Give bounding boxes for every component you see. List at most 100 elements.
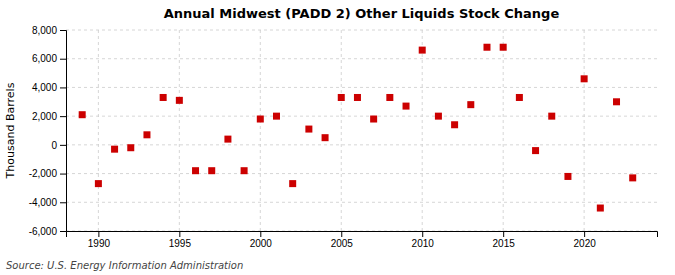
chart-container: 1990 1995 2000 2005 2010 2015 2020 -6,000 -4,000… (0, 0, 675, 275)
grid-line-x (422, 30, 423, 231)
tick-mark (60, 145, 66, 146)
y-axis: -6,000 -4,000 -2,000 0 2,000 4,000 6,000 8,000 (29, 25, 67, 237)
point (111, 146, 118, 153)
point (597, 205, 604, 212)
point (224, 136, 231, 143)
plot-area: 1990 1995 2000 2005 2010 2015 2020 -6,000 -4,000… (29, 25, 658, 249)
point (257, 116, 264, 123)
point (79, 111, 86, 118)
grid-line-x (503, 30, 504, 231)
grid-line-y (66, 87, 657, 88)
point (370, 116, 377, 123)
tick-label: 2005 (331, 238, 354, 249)
tick-mark (60, 231, 66, 232)
tick-mark (60, 116, 66, 117)
tick-label: 4,000 (32, 82, 57, 93)
points (79, 44, 637, 212)
point (581, 75, 588, 82)
grid-line-x (260, 30, 261, 231)
point (564, 173, 571, 180)
tick-label: 2,000 (32, 111, 57, 122)
point (548, 113, 555, 120)
point (467, 101, 474, 108)
tick-label: 6,000 (32, 53, 57, 64)
tick-mark (98, 231, 99, 237)
tick-mark (60, 59, 66, 60)
point (95, 180, 102, 187)
tick-mark (503, 231, 504, 237)
tick: 2,000 (32, 111, 66, 122)
grid-line-y (66, 202, 657, 203)
tick-mark (584, 231, 585, 237)
point (176, 97, 183, 104)
grid-line-y (66, 58, 657, 59)
tick-mark (341, 231, 342, 237)
point (386, 94, 393, 101)
point (143, 131, 150, 138)
point (241, 167, 248, 174)
tick-label: 2015 (493, 238, 516, 249)
tick: -2,000 (29, 168, 66, 179)
tick-label: -6,000 (29, 226, 58, 237)
tick-label: 1990 (88, 238, 111, 249)
tick-label: 2020 (574, 238, 597, 249)
point (305, 126, 312, 133)
tick: 4,000 (32, 82, 66, 93)
tick-label: -2,000 (29, 168, 58, 179)
point (160, 94, 167, 101)
tick: 0 (51, 140, 66, 151)
point (354, 94, 361, 101)
grid (66, 30, 657, 231)
grid-line-y (66, 144, 657, 145)
tick-mark (422, 231, 423, 237)
point (403, 103, 410, 110)
point (289, 180, 296, 187)
axis-line (67, 232, 658, 238)
source-note: Source: U.S. Energy Information Administ… (6, 260, 243, 271)
point (208, 167, 215, 174)
point (419, 47, 426, 54)
grid-line-y (66, 30, 657, 31)
x-axis: 1990 1995 2000 2005 2010 2015 2020 (67, 231, 658, 249)
tick: 8,000 (32, 25, 66, 36)
tick: 6,000 (32, 53, 66, 64)
y-axis-label: Thousand Barrels (4, 82, 17, 179)
tick: 1990 (88, 231, 111, 249)
tick-mark (260, 231, 261, 237)
tick: 2015 (493, 231, 516, 249)
tick: -6,000 (29, 226, 66, 237)
point (451, 121, 458, 128)
point (516, 94, 523, 101)
tick-label: 1995 (169, 238, 192, 249)
tick-mark (60, 174, 66, 175)
tick: 1995 (169, 231, 192, 249)
tick: 2005 (331, 231, 354, 249)
grid-line-x (98, 30, 99, 231)
grid-line-x (179, 30, 180, 231)
tick: 2000 (250, 231, 273, 249)
point (483, 44, 490, 51)
point (322, 134, 329, 141)
axis-line (60, 31, 67, 232)
tick-label: 2010 (412, 238, 435, 249)
tick-mark (60, 87, 66, 88)
tick-label: 2000 (250, 238, 273, 249)
point (532, 147, 539, 154)
chart-svg: 1990 1995 2000 2005 2010 2015 2020 -6,000 -4,000… (0, 0, 675, 275)
title: Annual Midwest (PADD 2) Other Liquids St… (164, 6, 560, 21)
point (629, 174, 636, 181)
point (435, 113, 442, 120)
tick: -4,000 (29, 197, 66, 208)
grid-line-x (341, 30, 342, 231)
point (273, 113, 280, 120)
point (127, 144, 134, 151)
tick-label: 8,000 (32, 25, 57, 36)
tick-label: 0 (51, 140, 57, 151)
point (192, 167, 199, 174)
tick: 2010 (412, 231, 435, 249)
tick-mark (60, 30, 66, 31)
tick-label: -4,000 (29, 197, 58, 208)
tick: 2020 (574, 231, 597, 249)
point (338, 94, 345, 101)
point (500, 44, 507, 51)
